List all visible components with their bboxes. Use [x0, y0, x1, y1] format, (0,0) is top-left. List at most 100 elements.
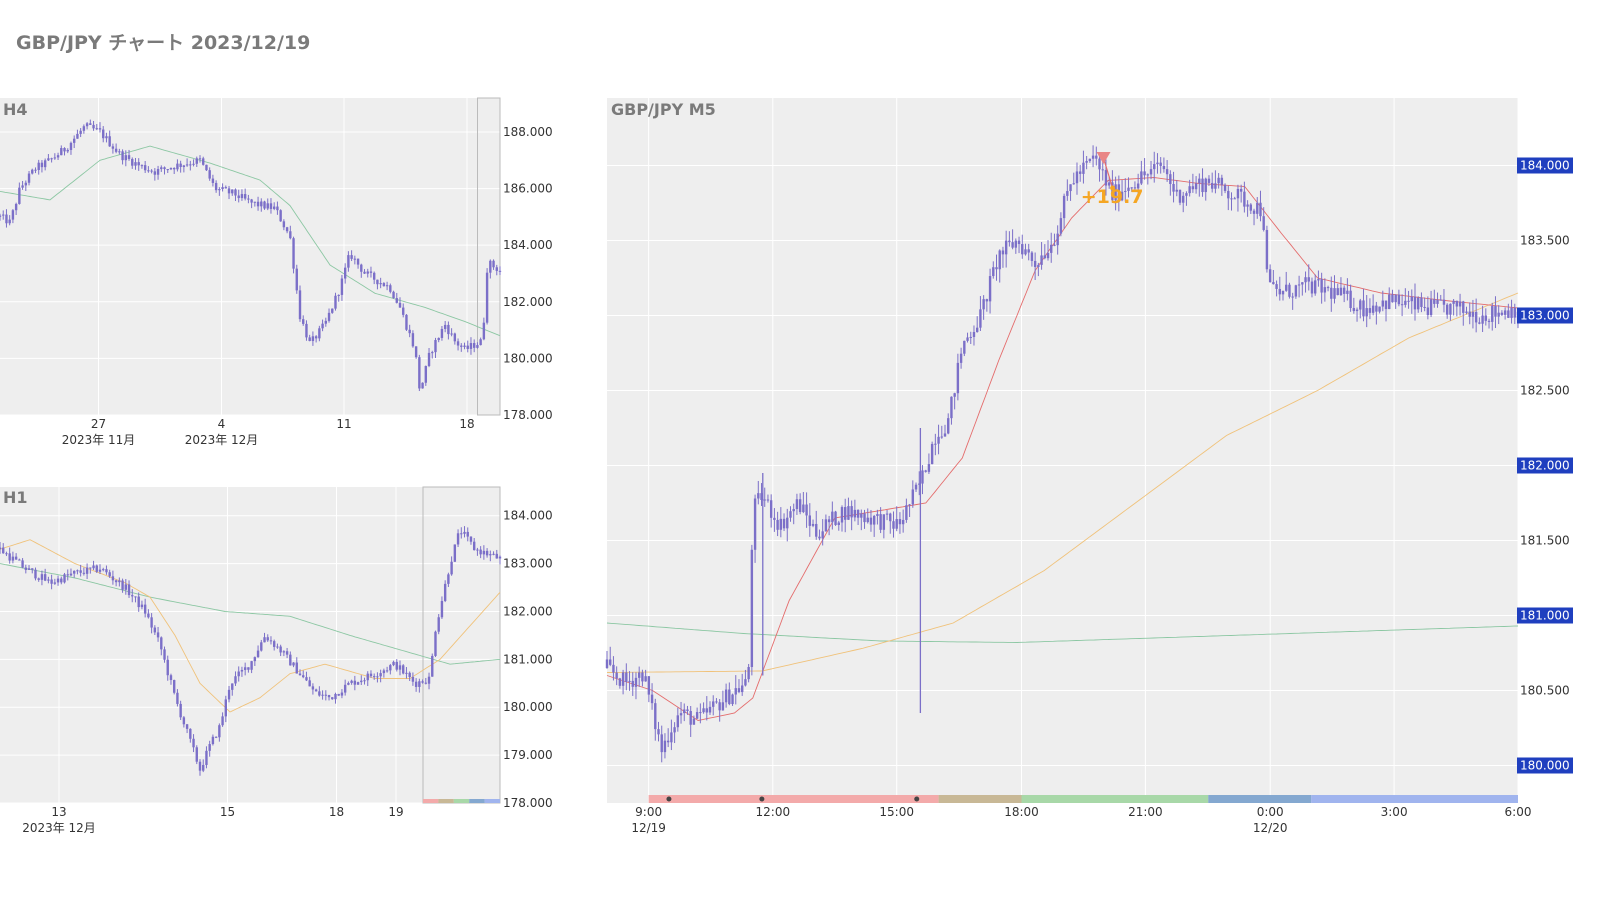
candle-body [1384, 300, 1388, 310]
candle-body [395, 661, 398, 670]
candle-body [253, 657, 257, 662]
candle-body [437, 337, 440, 341]
candle-body [195, 747, 198, 762]
candle-body [95, 565, 98, 572]
candle-body [760, 493, 763, 500]
candle-body [395, 298, 398, 303]
candle-body [1436, 299, 1439, 304]
y-tick-label: 181.000 [503, 652, 553, 666]
candle-body [440, 328, 444, 338]
candle-body [456, 533, 460, 545]
candle-body [5, 214, 8, 224]
candle-body [405, 672, 408, 674]
candle-body [431, 655, 434, 677]
price-badge [1517, 607, 1573, 624]
candle-body [924, 470, 927, 472]
candle-body [789, 511, 792, 518]
candle-body [24, 182, 28, 186]
candle-body [131, 158, 134, 166]
candle-body [1445, 304, 1449, 315]
candle-body [495, 267, 498, 271]
candle-body [127, 584, 131, 596]
candle-body [1397, 294, 1401, 305]
candle-body [934, 443, 937, 445]
candle-body [1159, 162, 1162, 166]
candle-body [331, 697, 334, 700]
candle-body [1214, 183, 1217, 189]
candle-body [347, 255, 350, 268]
x-tick-label: 19 [388, 805, 403, 819]
candle-body [82, 126, 86, 131]
candle-body [121, 151, 124, 161]
candle-body [279, 210, 282, 222]
session-band [1021, 795, 1209, 803]
session-band [1311, 795, 1518, 803]
candle-body [153, 627, 157, 633]
candle-body [231, 683, 234, 690]
x-tick-label: 15 [220, 805, 235, 819]
candle-body [1124, 190, 1127, 192]
plot-area [0, 98, 500, 415]
candle-body [389, 285, 392, 292]
candle-body [644, 676, 647, 682]
candle-body [63, 148, 66, 152]
candle-body [176, 692, 179, 704]
candle-body [240, 194, 244, 199]
candle-body [385, 670, 389, 672]
candle-body [469, 343, 473, 349]
candle-body [1204, 178, 1207, 193]
candle-body [1294, 285, 1298, 297]
candle-body [1478, 322, 1481, 324]
candle-body [914, 484, 918, 490]
candle-body [959, 353, 963, 363]
candle-body [995, 267, 998, 270]
candle-body [237, 671, 240, 677]
candle-body [1114, 184, 1117, 201]
candle-body [424, 366, 428, 383]
candle-body [421, 681, 424, 683]
candle-body [1210, 182, 1214, 189]
candle-body [166, 169, 169, 171]
candle-body [476, 345, 479, 348]
candle-body [160, 637, 163, 650]
candle-body [485, 550, 489, 556]
candle-body [243, 667, 247, 670]
candle-body [311, 336, 315, 342]
candle-body [863, 513, 866, 523]
candle-body [1243, 191, 1246, 207]
candle-body [1513, 307, 1516, 318]
candle-body [114, 580, 118, 583]
x-tick-label: 11 [336, 417, 351, 431]
candle-body [1455, 300, 1459, 307]
candle-body [102, 569, 105, 571]
candle-body [437, 617, 440, 632]
candle-body [14, 203, 18, 211]
candle-body [163, 649, 166, 660]
candle-body [975, 327, 979, 333]
candle-body [234, 676, 237, 684]
candle-body [1355, 309, 1359, 312]
candle-body [895, 519, 898, 529]
candle-body [156, 169, 160, 175]
candle-body [382, 670, 386, 674]
candle-body [211, 178, 215, 183]
candle-body [1111, 182, 1114, 201]
candle-body [327, 695, 331, 698]
candle-body [692, 718, 696, 725]
y-tick-label: 179.000 [503, 748, 553, 762]
candle-body [885, 513, 889, 515]
candle-body [285, 651, 289, 655]
candle-body [718, 702, 721, 711]
x-tick-label: 4 [218, 417, 226, 431]
candle-body [298, 673, 302, 676]
candle-body [356, 682, 360, 685]
candle-body [1359, 300, 1362, 310]
candle-body [324, 320, 328, 324]
session-band [438, 799, 454, 803]
candle-body [808, 515, 812, 526]
candle-body [318, 691, 321, 696]
candle-body [1423, 306, 1426, 308]
panel-label-m5: GBP/JPY M5 [611, 100, 716, 119]
candle-body [140, 165, 144, 167]
candle-body [434, 631, 437, 656]
